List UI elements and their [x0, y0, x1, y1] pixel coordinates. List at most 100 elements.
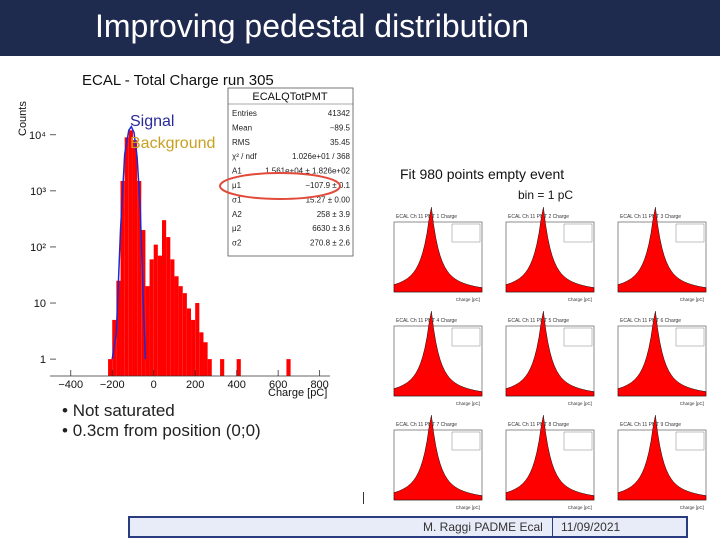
y-tick-label: 10² — [30, 242, 46, 254]
title-bar — [0, 0, 720, 56]
fit-curve — [111, 125, 147, 360]
x-axis-label: Charge [pC] — [268, 387, 327, 399]
histogram-bar — [153, 244, 158, 376]
mini-xlabel: Charge [pC] — [568, 401, 592, 406]
y-tick-label: 10³ — [30, 186, 46, 198]
y-axis-label: Counts — [17, 101, 29, 136]
histogram-bar — [166, 237, 171, 376]
footer-author: M. Raggi PADME Ecal — [423, 520, 543, 534]
histogram-bar — [174, 276, 179, 376]
mini-histogram: ECAL Ch 11 PMT 5 Charge Charge [pC] — [505, 311, 595, 406]
y-tick-label: 10⁴ — [29, 130, 46, 142]
histogram-bar — [220, 359, 225, 376]
y-tick-label: 1 — [40, 354, 46, 366]
histogram-bar — [203, 342, 208, 376]
mini-xlabel: Charge [pC] — [680, 297, 704, 302]
stats-label: μ2 — [232, 224, 242, 233]
mini-histogram-fill — [393, 207, 483, 293]
stats-box — [227, 87, 354, 257]
x-tick-label: −200 — [100, 379, 125, 391]
histogram-bar — [132, 140, 138, 376]
mini-xlabel: Charge [pC] — [568, 297, 592, 302]
histogram-bar — [207, 359, 212, 376]
stats-label: RMS — [232, 138, 250, 147]
mini-xlabel: Charge [pC] — [456, 297, 480, 302]
x-tick-label: 800 — [310, 379, 328, 391]
stats-label: Entries — [232, 109, 257, 118]
histogram-bar — [286, 359, 291, 376]
mini-title: ECAL Ch 11 PMT 8 Charge — [508, 422, 569, 428]
mini-histogram: ECAL Ch 11 PMT 9 Charge Charge [pC] — [617, 415, 707, 510]
x-tick-label: 600 — [269, 379, 287, 391]
stats-label: Mean — [232, 123, 252, 132]
footer-box — [128, 516, 688, 538]
mini-title: ECAL Ch 11 PMT 1 Charge — [396, 214, 457, 220]
histogram-bar — [120, 180, 125, 376]
mini-histogram-fill — [617, 311, 707, 397]
mini-histogram-fill — [505, 311, 595, 397]
mini-histogram-fill — [505, 415, 595, 501]
highlight-ellipse — [219, 172, 341, 200]
slide-title: Improving pedestal distribution — [95, 8, 530, 44]
mini-title: ECAL Ch 11 PMT 4 Charge — [396, 318, 457, 324]
mini-histogram: ECAL Ch 11 PMT 7 Charge Charge [pC] — [393, 415, 483, 510]
stats-value: 258 ± 3.9 — [317, 210, 351, 219]
mini-stats-box — [675, 327, 705, 347]
histogram-bar — [128, 130, 133, 376]
footer-separator — [552, 517, 553, 537]
histogram-bar — [178, 286, 183, 376]
mini-title: ECAL Ch 11 PMT 9 Charge — [620, 422, 681, 428]
footer-date: 11/09/2021 — [561, 520, 621, 534]
x-tick-label: −400 — [58, 379, 83, 391]
mini-stats-box — [451, 223, 481, 243]
stats-label: μ1 — [232, 181, 242, 190]
mini-histogram-fill — [617, 207, 707, 293]
mini-histogram-fill — [393, 415, 483, 501]
y-tick-label: 10 — [34, 298, 46, 310]
mini-xlabel: Charge [pC] — [568, 505, 592, 510]
histogram-bar — [149, 259, 154, 376]
mini-stats-box — [675, 223, 705, 243]
histogram-bar — [170, 259, 175, 376]
mini-stats-box — [563, 327, 593, 347]
histogram-bar — [182, 293, 187, 376]
notes-list: • Not saturated • 0.3cm from position (0… — [62, 401, 261, 441]
mini-histogram: ECAL Ch 11 PMT 2 Charge Charge [pC] — [505, 207, 595, 302]
x-tick-label: 200 — [186, 379, 204, 391]
histogram-bar — [157, 255, 162, 376]
note-text: Not saturated — [72, 401, 175, 420]
mini-histogram-fill — [617, 415, 707, 501]
stats-value: 35.45 — [330, 138, 351, 147]
mini-title: ECAL Ch 11 PMT 5 Charge — [508, 318, 569, 324]
chart-title: ECAL - Total Charge run 305 — [82, 72, 274, 89]
mini-histogram-fill — [505, 207, 595, 293]
stats-value: 1.026e+01 / 368 — [292, 152, 351, 161]
mini-title: ECAL Ch 11 PMT 6 Charge — [620, 318, 681, 324]
mini-xlabel: Charge [pC] — [456, 505, 480, 510]
stats-label: A1 — [232, 167, 242, 176]
bullet-icon: • — [62, 401, 68, 420]
stats-label: σ1 — [232, 195, 242, 204]
mini-histogram-panel: Fit 980 points empty event bin = 1 pC EC… — [372, 160, 717, 515]
mini-histogram-fill — [393, 311, 483, 397]
stats-value: 15.27 ± 0.00 — [306, 195, 351, 204]
stats-value: 6630 ± 3.6 — [312, 224, 350, 233]
main-histogram: ECAL - Total Charge run 305 Counts 1 10 10… — [17, 72, 354, 399]
note-item: • Not saturated — [62, 401, 261, 421]
mini-stats-box — [563, 431, 593, 451]
histogram-bar — [137, 180, 142, 376]
stats-label: σ2 — [232, 239, 242, 248]
histogram-bar — [145, 286, 150, 376]
histogram-bar — [186, 308, 192, 376]
mini-xlabel: Charge [pC] — [680, 401, 704, 406]
x-tick-label: 400 — [227, 379, 245, 391]
note-text: 0.3cm from position (0;0) — [72, 421, 261, 440]
stats-value: −107.9 ± 0.1 — [305, 181, 350, 190]
note-item: • 0.3cm from position (0;0) — [62, 421, 261, 441]
mini-stats-box — [451, 431, 481, 451]
bin-label: bin = 1 pC — [518, 188, 574, 202]
mini-stats-box — [675, 431, 705, 451]
mini-title: ECAL Ch 11 PMT 3 Charge — [620, 214, 681, 220]
mini-stats-box — [451, 327, 481, 347]
